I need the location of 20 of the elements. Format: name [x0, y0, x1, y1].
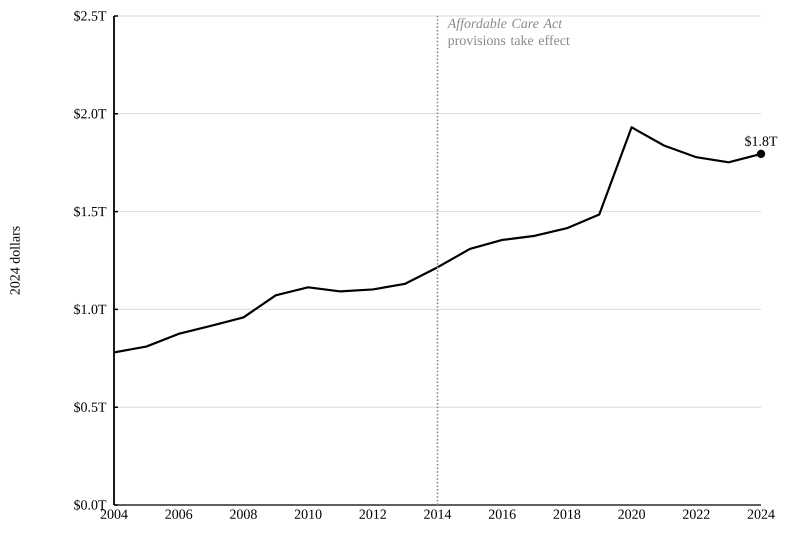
data-label: $1.8T: [745, 136, 778, 147]
x-tick-label: 2008: [230, 510, 257, 519]
x-tick-label: 2016: [488, 510, 516, 519]
x-tick-label: 2018: [554, 510, 580, 519]
x-tick-label: 2012: [359, 510, 386, 519]
ref-line-label: Affordable Care Act provisions take effect: [446, 18, 570, 48]
y-tick-label: $0.0T: [74, 499, 106, 511]
x-tick-label: 2010: [294, 510, 322, 519]
y-tick-label: $2.5T: [74, 10, 106, 22]
y-tick-label: $1.0T: [74, 304, 106, 315]
x-tick-label: 2022: [682, 510, 710, 519]
x-tick-label: 2014: [424, 510, 452, 519]
y-tick-label: $1.5T: [74, 206, 106, 218]
x-tick-label: 2024: [748, 510, 775, 519]
y-tick-label: $2.0T: [74, 108, 106, 120]
y-tick-label: $0.5T: [74, 402, 106, 413]
x-tick-label: 2020: [618, 510, 646, 519]
x-tick-label: 2006: [165, 510, 192, 519]
x-tick-label: 2004: [100, 510, 128, 519]
y-axis-title: 2024 dollars: [10, 226, 20, 295]
